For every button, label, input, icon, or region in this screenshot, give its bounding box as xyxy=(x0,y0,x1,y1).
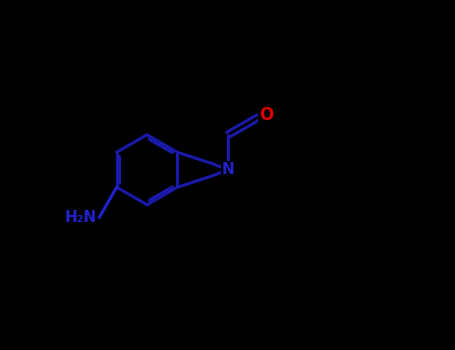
Text: H₂N: H₂N xyxy=(64,210,96,225)
Text: N: N xyxy=(222,162,234,177)
Text: O: O xyxy=(259,106,273,125)
